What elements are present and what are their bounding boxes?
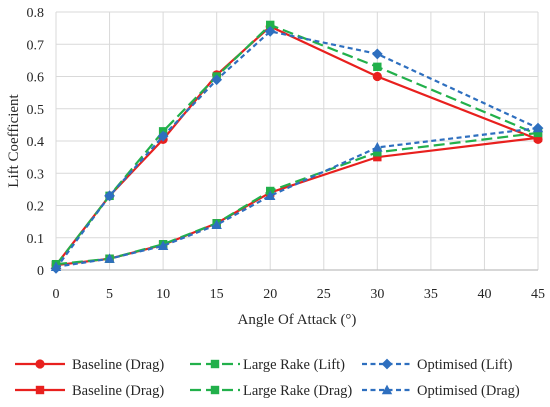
y-tick-label: 0	[37, 264, 44, 279]
x-axis-title: Angle Of Attack (°)	[238, 312, 357, 328]
series-2-large-rake-lift-line	[55, 23, 539, 266]
legend-marker	[381, 384, 393, 395]
tick-labels: 0 0.1 0.2 0.3 0.4 0.5 0.6 0.7 0.8 0 5 10 15 20 25 30 35 4…	[27, 6, 546, 302]
series-5-large-rake-drag	[51, 128, 543, 269]
legend-entry-4-baseline-drag: Baseline (Drag)	[15, 383, 164, 399]
series-5-large-rake-drag-line	[55, 131, 539, 266]
y-tick-label: 0.2	[27, 200, 45, 215]
legend-label: Baseline (Drag)	[72, 383, 164, 399]
series-4-baseline-drag	[51, 133, 543, 270]
series-3-optimised-lift-marker	[104, 190, 115, 202]
y-axis-title: Lift Coefficient	[6, 93, 22, 187]
series-5-large-rake-drag-marker	[533, 128, 543, 138]
legend-entry-1-baseline-drag: Baseline (Drag)	[15, 357, 164, 373]
series-6-optimised-drag-marker	[532, 122, 544, 133]
x-tick-label: 15	[210, 287, 224, 302]
x-tick-label: 5	[106, 287, 113, 302]
legend: Baseline (Drag) Large Rake (Lift) Optimise…	[15, 357, 520, 399]
series-3-optimised-lift	[50, 25, 544, 274]
legend-label: Optimised (Drag)	[417, 383, 520, 399]
y-tick-label: 0.5	[27, 103, 45, 118]
x-tick-label: 10	[156, 287, 170, 302]
series-6-optimised-drag-marker	[372, 142, 383, 152]
legend-entry-5-large-rake-drag: Large Rake (Drag)	[190, 383, 352, 399]
legend-label: Optimised (Lift)	[417, 357, 513, 373]
series-3-optimised-lift-marker	[211, 74, 223, 86]
series-4-baseline-drag-marker	[373, 152, 382, 162]
y-tick-label: 0.6	[27, 71, 45, 86]
series-2-large-rake-lift-marker	[266, 20, 275, 30]
series-4-baseline-drag-line	[55, 136, 539, 267]
series-6-optimised-drag-marker	[104, 253, 115, 263]
y-tick-label: 0.8	[27, 6, 45, 21]
series-6-optimised-drag	[50, 122, 544, 271]
legend-entry-6-optimised-drag: Optimised (Drag)	[362, 383, 520, 399]
legend-label: Large Rake (Drag)	[243, 383, 352, 399]
legend-entry-2-large-rake-lift: Large Rake (Lift)	[190, 357, 345, 373]
legend-entry-3-optimised-lift: Optimised (Lift)	[362, 357, 513, 373]
series-2-large-rake-lift-marker	[373, 62, 382, 72]
series-6-optimised-drag-marker	[211, 219, 222, 230]
legend-marker	[35, 359, 45, 369]
x-tick-label: 45	[531, 287, 545, 302]
series-6-optimised-drag-line	[55, 127, 539, 268]
series-3-optimised-lift-marker	[371, 48, 383, 60]
series-6-optimised-drag-marker	[157, 240, 169, 251]
series-6-optimised-drag-marker	[50, 261, 62, 271]
legend-marker	[210, 385, 220, 395]
series-1-baseline-drag-marker	[372, 71, 382, 82]
x-tick-label: 0	[53, 287, 60, 302]
series-5-large-rake-drag-marker	[373, 148, 382, 157]
y-tick-label: 0.1	[27, 232, 45, 247]
x-tick-label: 35	[424, 287, 438, 302]
x-tick-label: 30	[370, 287, 384, 302]
x-tick-label: 25	[317, 287, 331, 302]
legend-marker	[381, 358, 393, 370]
series-3-optimised-lift-marker	[264, 25, 276, 37]
y-tick-label: 0.3	[27, 167, 45, 182]
legend-label: Baseline (Drag)	[72, 357, 164, 373]
y-tick-label: 0.4	[27, 135, 45, 150]
legend-label: Large Rake (Lift)	[243, 357, 345, 373]
series-6-optimised-drag-marker	[265, 190, 276, 201]
series-3-optimised-lift-marker	[157, 130, 169, 142]
series-4-baseline-drag-marker	[533, 133, 543, 142]
series-layer	[50, 20, 544, 274]
series-3-optimised-lift-line	[55, 30, 539, 270]
legend-marker	[35, 385, 45, 395]
legend-marker	[210, 359, 220, 369]
x-tick-label: 20	[263, 287, 277, 302]
y-tick-label: 0.7	[27, 38, 45, 53]
x-tick-label: 40	[477, 287, 491, 302]
